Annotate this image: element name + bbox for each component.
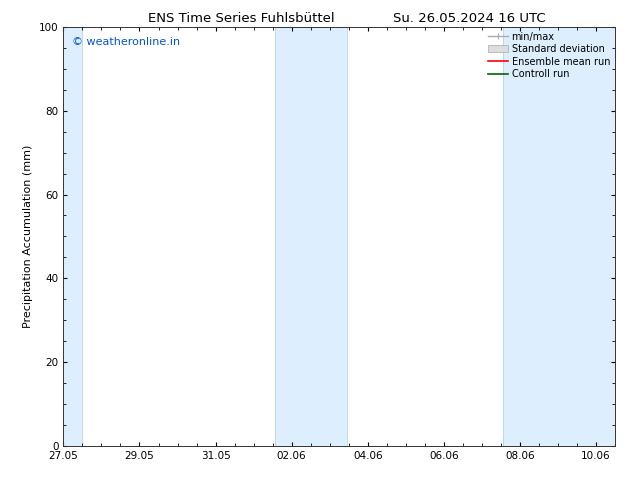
Text: ENS Time Series Fuhlsbüttel: ENS Time Series Fuhlsbüttel xyxy=(148,12,334,25)
Bar xyxy=(275,27,347,446)
Legend: min/max, Standard deviation, Ensemble mean run, Controll run: min/max, Standard deviation, Ensemble me… xyxy=(486,30,612,81)
Text: Su. 26.05.2024 16 UTC: Su. 26.05.2024 16 UTC xyxy=(393,12,545,25)
Y-axis label: Precipitation Accumulation (mm): Precipitation Accumulation (mm) xyxy=(23,145,34,328)
Bar xyxy=(60,27,82,446)
Bar xyxy=(503,27,615,446)
Text: © weatheronline.in: © weatheronline.in xyxy=(72,37,180,48)
